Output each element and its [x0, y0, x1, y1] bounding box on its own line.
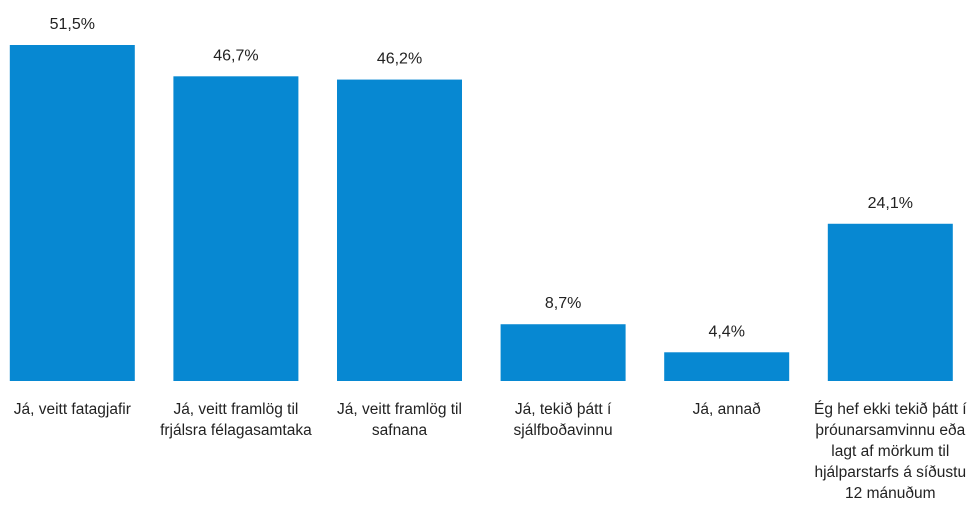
- data-label: 8,7%: [545, 295, 581, 312]
- bar: [500, 324, 626, 381]
- x-tick-label: Já, tekið þátt í sjálfboðavinnu: [513, 401, 613, 439]
- bar: [337, 79, 462, 381]
- data-label: 46,2%: [377, 51, 422, 68]
- bar: [9, 45, 135, 381]
- x-tick-label: Já, veitt framlög til safnana: [337, 401, 462, 439]
- x-tick-label: Já, annað: [692, 401, 761, 418]
- data-label: 24,1%: [868, 195, 913, 212]
- x-tick-label: Já, veitt framlög til frjálsra félagasam…: [160, 401, 312, 439]
- x-tick-label: Ég hef ekki tekið þátt í þróunarsamvinnu…: [814, 401, 967, 502]
- bar: [664, 352, 790, 381]
- x-tick-label: Já, veitt fatagjafir: [13, 401, 131, 418]
- data-label: 46,7%: [213, 47, 258, 64]
- data-label: 51,5%: [50, 16, 95, 33]
- data-label: 4,4%: [708, 323, 744, 340]
- bar: [173, 76, 299, 382]
- bar: [827, 223, 953, 381]
